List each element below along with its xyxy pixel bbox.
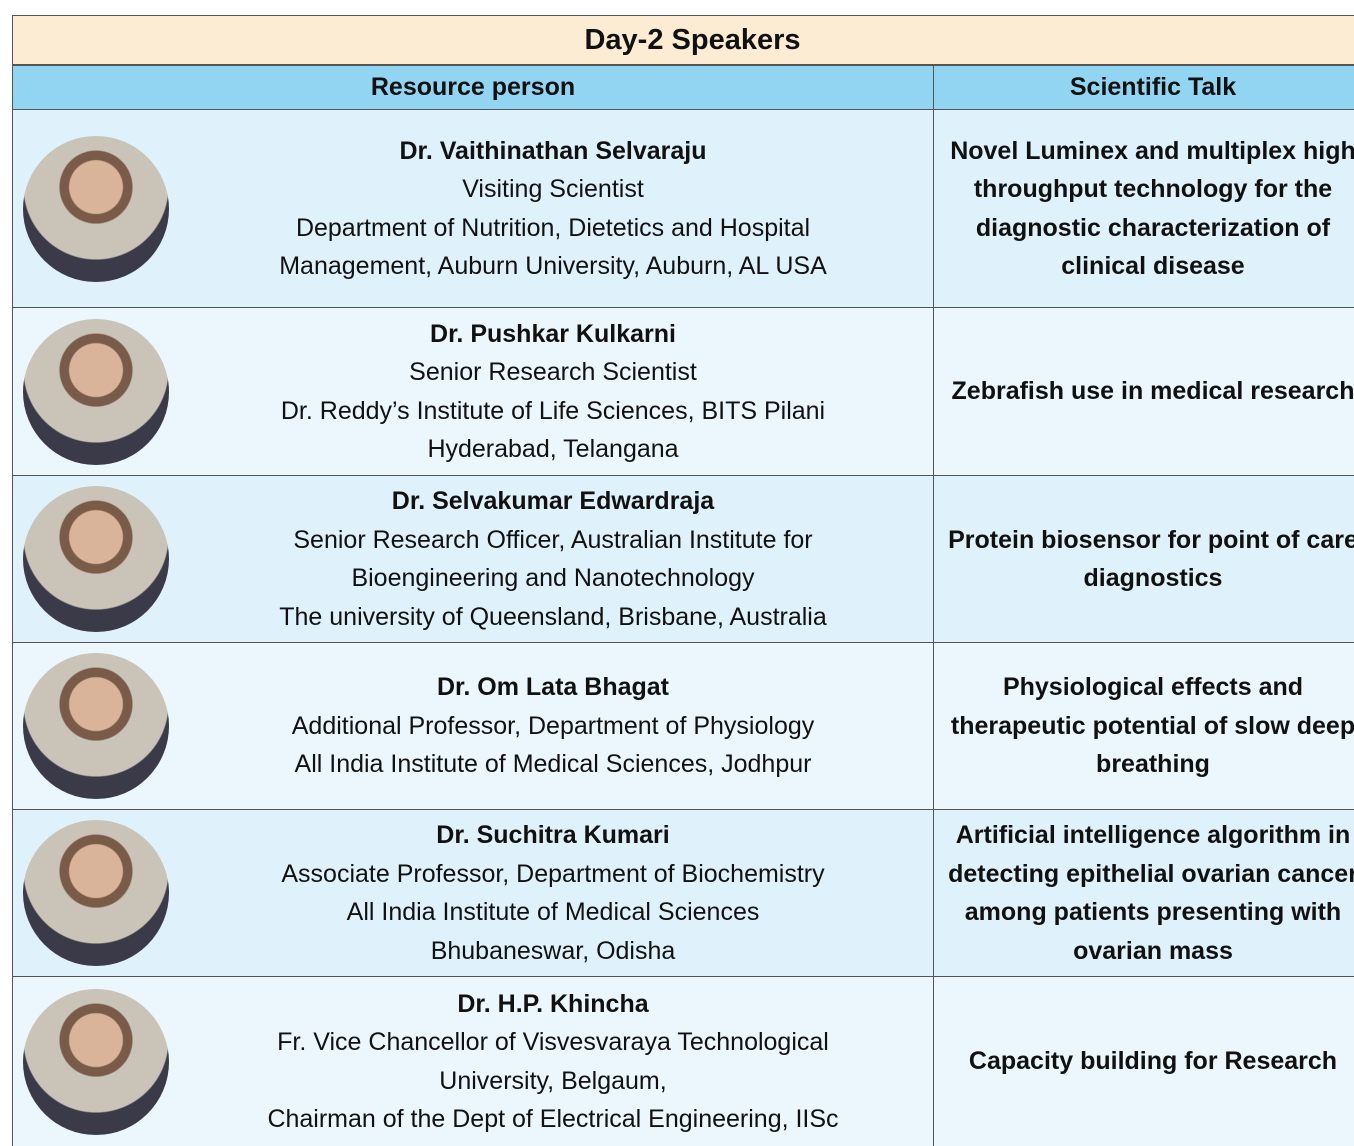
speaker-detail: Associate Professor, Department of Bioch… (281, 859, 825, 888)
talk-title: Capacity building for Research (968, 1047, 1338, 1076)
person-cell: Dr. Selvakumar Edwardraja Senior Research… (12, 476, 934, 642)
person-cell: Dr. Suchitra Kumari Associate Professor, … (12, 810, 934, 976)
speaker-detail: Senior Research Officer, Australian Inst… (293, 525, 813, 554)
person-cell: Dr. H.P. Khincha Fr. Vice Chancellor of V… (12, 977, 934, 1146)
talk-title: Novel Luminex and multiplex high through… (950, 136, 1354, 281)
talk-cell: Novel Luminex and multiplex high through… (934, 110, 1354, 307)
speaker-name: Dr. Pushkar Kulkarni (430, 319, 676, 348)
person-cell: Dr. Pushkar Kulkarni Senior Research Scie… (12, 308, 934, 475)
table-title: Day-2 Speakers (12, 15, 1354, 65)
speaker-name: Dr. Vaithinathan Selvaraju (399, 136, 707, 165)
person-cell: Dr. Vaithinathan Selvaraju Visiting Scien… (12, 110, 934, 307)
speaker-detail: All India Institute of Medical Sciences (346, 898, 760, 926)
speaker-detail: Senior Research Scientist (409, 358, 697, 386)
speaker-photo (23, 988, 169, 1135)
speaker-name: Dr. Selvakumar Edwardraja (391, 487, 715, 515)
person-info: Dr. Suchitra Kumari Associate Professor, … (281, 816, 824, 970)
talk-title: Artificial intelligence algorithm in det… (948, 821, 1354, 965)
speaker-name: Dr. H.P. Khincha (457, 989, 649, 1018)
person-info: Dr. H.P. Khincha Fr. Vice Chancellor of V… (267, 985, 838, 1139)
talk-cell: Artificial intelligence algorithm in det… (934, 810, 1354, 976)
speaker-detail: All India Institute of Medical Sciences,… (294, 750, 812, 779)
header-row: Resource person Scientific Talk (12, 65, 1354, 109)
talk-cell: Capacity building for Research (934, 977, 1354, 1146)
speaker-row: Dr. Selvakumar Edwardraja Senior Research… (12, 475, 1354, 642)
speaker-name: Dr. Om Lata Bhagat (437, 673, 669, 702)
person-info: Dr. Om Lata Bhagat Additional Professor, … (292, 668, 815, 784)
speaker-detail: Additional Professor, Department of Phys… (291, 711, 815, 740)
speaker-detail: University, Belgaum, (439, 1066, 667, 1095)
speaker-photo (23, 486, 169, 632)
speaker-row: Dr. Pushkar Kulkarni Senior Research Scie… (12, 307, 1354, 475)
person-info: Dr. Vaithinathan Selvaraju Visiting Scien… (279, 132, 827, 286)
talk-title: Physiological effects and therapeutic po… (950, 673, 1354, 779)
speaker-photo (23, 820, 169, 966)
talk-title: Protein biosensor for point of care diag… (948, 525, 1354, 593)
speaker-detail: Department of Nutrition, Dietetics and H… (295, 213, 811, 242)
talk-title: Zebrafish use in medical research (951, 377, 1354, 406)
speakers-table: Day-2 Speakers Resource person Scientifi… (12, 15, 1354, 1146)
talk-cell: Zebrafish use in medical research (934, 308, 1354, 475)
column-header: Resource person (12, 66, 934, 109)
talk-cell: Protein biosensor for point of care diag… (934, 476, 1354, 642)
speaker-row: Dr. Om Lata Bhagat Additional Professor, … (12, 642, 1354, 809)
speaker-detail: Visiting Scientist (462, 175, 644, 203)
person-cell: Dr. Om Lata Bhagat Additional Professor, … (12, 643, 934, 809)
column-header: Scientific Talk (1069, 73, 1237, 101)
speaker-row: Dr. H.P. Khincha Fr. Vice Chancellor of V… (12, 976, 1354, 1146)
speaker-detail: Fr. Vice Chancellor of Visvesvaraya Tech… (277, 1028, 829, 1056)
talk-cell: Physiological effects and therapeutic po… (934, 643, 1354, 809)
speaker-photo (23, 318, 169, 465)
table-body: Dr. Vaithinathan Selvaraju Visiting Scien… (12, 109, 1354, 1146)
speaker-detail: Bhubaneswar, Odisha (430, 936, 676, 965)
speaker-detail: Hyderabad, Telangana (427, 435, 679, 463)
speaker-detail: The university of Queensland, Brisbane, … (279, 602, 827, 631)
speaker-row: Dr. Suchitra Kumari Associate Professor, … (12, 809, 1354, 976)
speaker-detail: Chairman of the Dept of Electrical Engin… (267, 1105, 839, 1133)
speaker-detail: Dr. Reddy’s Institute of Life Sciences, … (280, 396, 826, 425)
speaker-detail: Bioengineering and Nanotechnology (351, 564, 755, 592)
person-info: Dr. Pushkar Kulkarni Senior Research Scie… (281, 315, 825, 469)
speaker-detail: Management, Auburn University, Auburn, A… (279, 252, 827, 280)
person-info: Dr. Selvakumar Edwardraja Senior Research… (279, 482, 827, 636)
speaker-photo (23, 653, 169, 799)
speaker-photo (23, 135, 169, 282)
speaker-name: Dr. Suchitra Kumari (436, 821, 670, 849)
speaker-row: Dr. Vaithinathan Selvaraju Visiting Scien… (12, 109, 1354, 307)
